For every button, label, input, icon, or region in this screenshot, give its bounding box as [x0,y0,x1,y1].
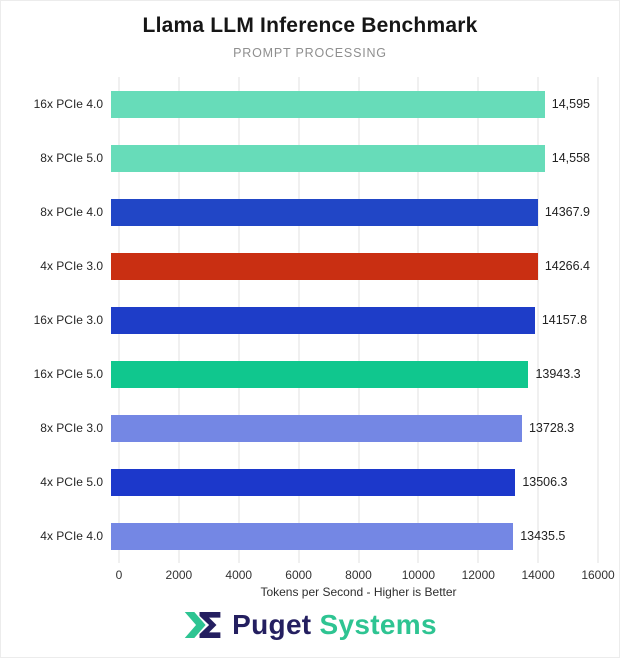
x-axis-title: Tokens per Second - Higher is Better [260,585,457,599]
puget-systems-logo-icon [184,611,221,639]
bar [111,414,522,442]
category-label: 4x PCIe 4.0 [40,529,103,543]
value-label: 14,595 [551,97,590,111]
bar-row: 4x PCIe 5.0 13506.3 [1,455,619,509]
bar-row: 4x PCIe 3.0 14266.4 [1,239,619,293]
bar-track: 13506.3 [111,468,590,496]
category-label: 8x PCIe 4.0 [40,205,103,219]
value-label: 14367.9 [544,205,590,219]
bar [111,468,516,496]
bar-track: 14157.8 [111,306,590,334]
value-label: 13728.3 [528,421,575,435]
x-axis: 0 2000 4000 6000 8000 10000 12000 14000 16000 [115,563,615,583]
x-tick-label: 14000 [521,568,555,582]
category-label: 8x PCIe 5.0 [40,151,103,165]
value-label: 14157.8 [541,313,588,327]
category-label: 16x PCIe 5.0 [33,367,103,381]
x-tick-label: 4000 [225,568,253,582]
bar-row: 8x PCIe 5.0 14,558 [1,131,619,185]
brand-footer: Puget Systems [1,608,619,642]
category-label: 16x PCIe 3.0 [33,313,103,327]
bar-track: 14,595 [111,90,590,118]
bar-track: 14367.9 [111,198,590,226]
category-label: 4x PCIe 5.0 [40,475,103,489]
bar-track: 13435.5 [111,522,590,550]
x-tick-label: 12000 [461,568,495,582]
bar-row: 4x PCIe 4.0 13435.5 [1,509,619,563]
bar-track: 13943.3 [111,360,590,388]
x-tick-label: 16000 [581,568,615,582]
bar-row: 8x PCIe 3.0 13728.3 [1,401,619,455]
x-tick-label: 8000 [345,568,372,582]
bar [111,252,538,280]
chart-header: Llama LLM Inference Benchmark PROMPT PRO… [1,1,619,60]
bar-row: 8x PCIe 4.0 14367.9 [1,185,619,239]
value-label: 13506.3 [522,475,568,489]
value-label: 13435.5 [520,529,566,543]
bar-row: 16x PCIe 3.0 14157.8 [1,293,619,347]
value-label: 14266.4 [544,259,590,273]
brand-name-primary: Puget [232,609,312,640]
bar-row: 16x PCIe 4.0 14,595 [1,77,619,131]
bar [111,198,538,226]
chart-title: Llama LLM Inference Benchmark [142,14,478,37]
x-tick-label: 2000 [165,568,193,582]
bar-track: 14,558 [111,144,590,172]
bar [111,306,535,334]
bar [111,360,529,388]
category-label: 16x PCIe 4.0 [33,97,103,111]
value-label: 13943.3 [535,367,581,381]
bar [111,90,545,118]
bar [111,144,545,172]
category-label: 8x PCIe 3.0 [40,421,103,435]
bar-rows: 16x PCIe 4.0 14,595 8x PCIe 5.0 14,558 8… [1,77,619,563]
brand-wordmark: Puget Systems [232,609,437,641]
bar-track: 13728.3 [111,414,590,442]
x-tick-label: 10000 [401,568,436,582]
brand-name-secondary: Systems [319,609,437,640]
bar-row: 16x PCIe 5.0 13943.3 [1,347,619,401]
x-tick-label: 6000 [285,568,312,582]
category-label: 4x PCIe 3.0 [40,259,103,273]
bar [111,522,514,550]
chart-subtitle: PROMPT PROCESSING [233,46,387,60]
bar-track: 14266.4 [111,252,590,280]
bar-chart: 16x PCIe 4.0 14,595 8x PCIe 5.0 14,558 8… [1,77,619,599]
x-tick-label: 0 [115,568,123,582]
value-label: 14,558 [551,151,590,165]
